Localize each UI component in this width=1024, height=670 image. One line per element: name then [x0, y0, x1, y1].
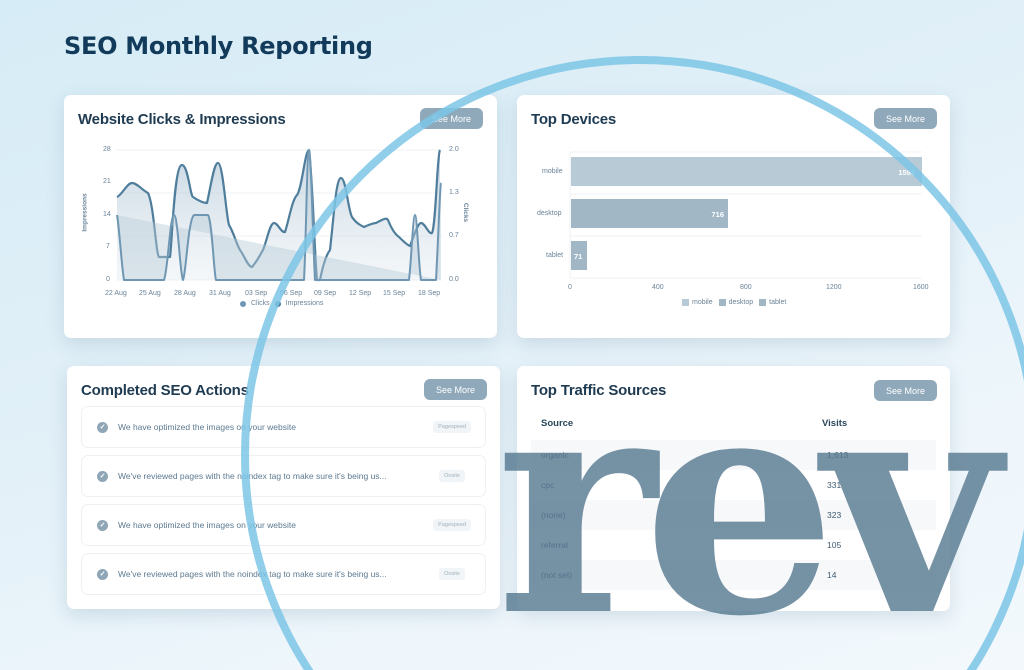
x-tick: 25 Aug [139, 290, 161, 297]
visits-cell: 323 [827, 510, 842, 520]
legend-swatch-tablet [759, 299, 767, 306]
table-row: referral 105 [531, 530, 936, 560]
legend-label-clicks[interactable]: Clicks [251, 300, 270, 307]
card-title: Completed SEO Actions [81, 382, 249, 399]
legend-label-tablet[interactable]: tablet [769, 299, 787, 306]
y2-tick: 1.3 [449, 189, 459, 196]
x-tick: 22 Aug [105, 290, 127, 297]
y-tick: 7 [106, 243, 110, 250]
source-cell: organic [541, 450, 569, 460]
action-item[interactable]: ✓ We have optimized the images on your w… [81, 406, 486, 448]
source-cell: cpc [541, 480, 555, 490]
svg-text:1596: 1596 [898, 168, 915, 177]
y2-axis-label: Clicks [462, 202, 470, 223]
check-circle-icon: ✓ [97, 421, 108, 433]
x-tick: 09 Sep [314, 290, 337, 297]
see-more-button[interactable]: See More [874, 380, 937, 401]
top-devices-card: Top Devices See More 1596 716 71 mobile … [517, 95, 950, 338]
action-text: We've reviewed pages with the noindex ta… [118, 569, 387, 579]
y-axis-label: Impressions [81, 193, 89, 232]
action-item[interactable]: ✓ We've reviewed pages with the noindex … [81, 553, 486, 595]
see-more-button[interactable]: See More [424, 379, 487, 400]
action-text: We have optimized the images on your web… [118, 422, 296, 432]
bar-desktop [571, 199, 728, 228]
source-cell: (not set) [541, 570, 573, 580]
x-tick: 31 Aug [209, 290, 231, 297]
clicks-impressions-card: Website Clicks & Impressions See More 28… [64, 95, 497, 338]
action-text: We've reviewed pages with the noindex ta… [118, 471, 387, 481]
y2-tick: 0.7 [449, 232, 459, 239]
x-tick: 1200 [826, 284, 842, 291]
legend-label-impressions[interactable]: Impressions [285, 300, 324, 307]
action-text: We have optimized the images on your web… [118, 520, 296, 530]
svg-text:71: 71 [574, 252, 582, 261]
x-tick: 06 Sep [280, 290, 303, 297]
table-row: (none) 323 [531, 500, 936, 530]
legend-label-desktop[interactable]: desktop [728, 299, 754, 306]
table-row: organic 1,613 [531, 440, 936, 470]
visits-cell: 331 [827, 480, 842, 490]
table-row: cpc 331 [531, 470, 936, 500]
category-badge: Onsite [439, 568, 465, 580]
x-tick: 800 [740, 284, 752, 291]
column-header-visits[interactable]: Visits [822, 418, 848, 429]
legend-dot-clicks [240, 300, 246, 307]
legend-label-mobile[interactable]: mobile [692, 299, 713, 306]
bar-mobile [571, 157, 922, 186]
visits-cell: 14 [827, 570, 837, 580]
card-title: Top Traffic Sources [531, 382, 667, 399]
legend-swatch-mobile [682, 299, 689, 306]
x-tick: 0 [568, 284, 572, 291]
action-item[interactable]: ✓ We've reviewed pages with the noindex … [81, 455, 486, 497]
x-tick: 12 Sep [349, 290, 372, 297]
visits-cell: 1,613 [827, 450, 849, 460]
category-label: mobile [542, 168, 563, 175]
legend-dot-impressions [274, 300, 281, 307]
check-circle-icon: ✓ [97, 519, 108, 531]
category-label: tablet [546, 252, 564, 259]
category-badge: Pagespeed [433, 421, 471, 433]
card-title: Website Clicks & Impressions [78, 111, 286, 128]
completed-seo-actions-card: Completed SEO Actions See More ✓ We have… [67, 366, 500, 609]
legend-swatch-desktop [718, 299, 726, 306]
top-traffic-sources-card: Top Traffic Sources See More Source Visi… [517, 366, 950, 611]
y-tick: 28 [103, 146, 111, 153]
y2-tick: 0.0 [449, 276, 459, 283]
x-tick: 1600 [913, 284, 929, 291]
svg-text:716: 716 [711, 210, 724, 219]
check-circle-icon: ✓ [97, 470, 108, 482]
x-tick: 400 [652, 284, 664, 291]
y-tick: 21 [103, 178, 111, 185]
category-badge: Pagespeed [433, 519, 471, 531]
x-tick: 28 Aug [174, 290, 196, 297]
table-row: (not set) 14 [531, 560, 936, 590]
chart-legend: mobile desktop tablet [682, 299, 786, 306]
source-cell: (none) [541, 510, 566, 520]
source-cell: referral [541, 540, 568, 550]
y2-tick: 2.0 [449, 146, 459, 153]
x-tick: 18 Sep [418, 290, 441, 297]
x-tick: 15 Sep [383, 290, 406, 297]
category-badge: Onsite [439, 470, 465, 482]
x-tick: 03 Sep [245, 290, 268, 297]
visits-cell: 105 [827, 540, 842, 550]
column-header-source[interactable]: Source [541, 418, 574, 429]
action-item[interactable]: ✓ We have optimized the images on your w… [81, 504, 486, 546]
page-title: SEO Monthly Reporting [64, 32, 373, 60]
chart-legend: Clicks Impressions [240, 300, 323, 307]
category-label: desktop [537, 210, 562, 217]
y-tick: 0 [106, 276, 110, 283]
check-circle-icon: ✓ [97, 568, 108, 580]
y-tick: 14 [103, 211, 111, 218]
